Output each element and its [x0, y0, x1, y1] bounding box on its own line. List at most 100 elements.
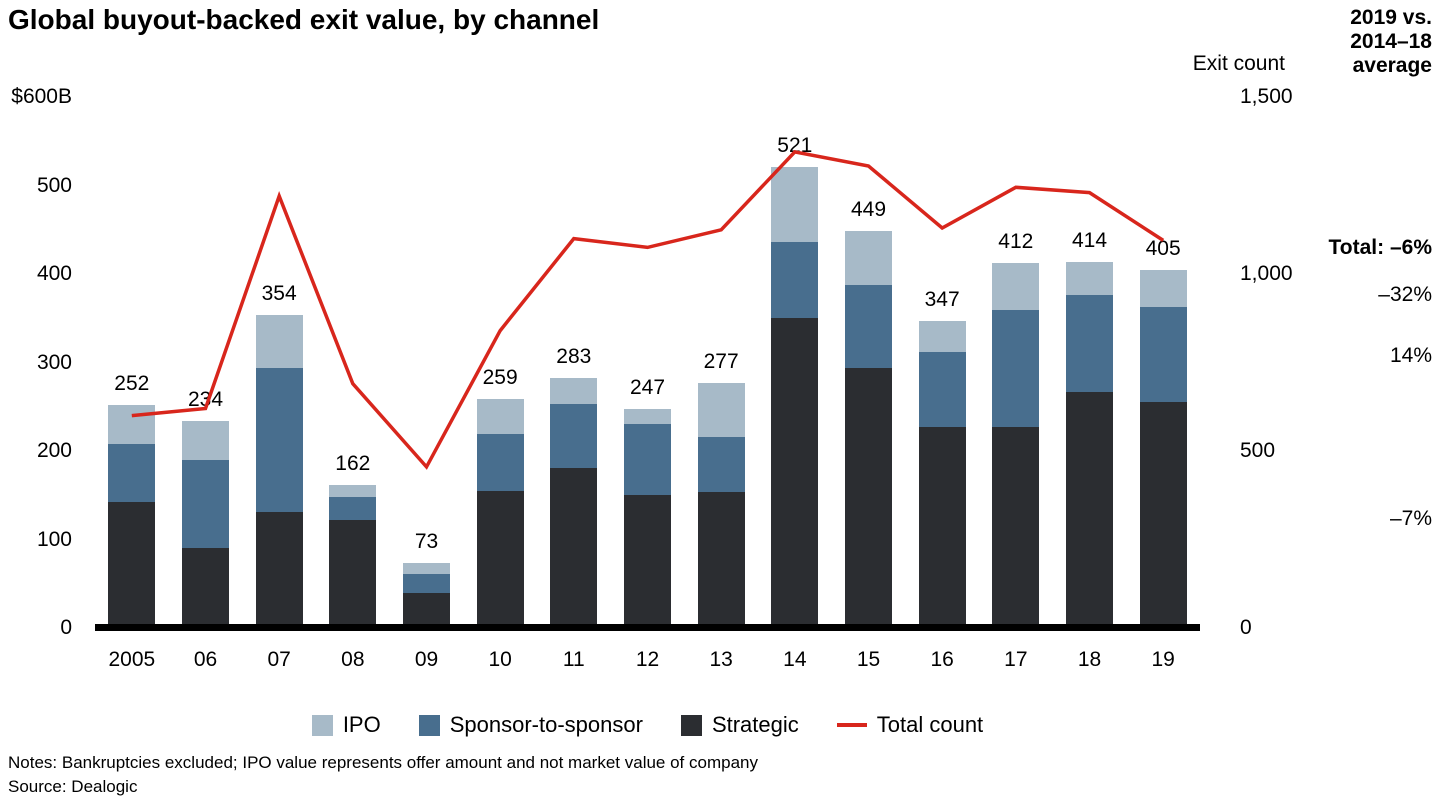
bar-segment-ipo	[1066, 261, 1113, 296]
bar-segment-sponsor-to-sponsor	[771, 242, 819, 319]
legend-color-swatch	[418, 714, 440, 736]
bar-segment-strategic	[918, 427, 966, 628]
x-axis-label: 17	[1004, 648, 1028, 671]
bar-segment-ipo	[992, 263, 1040, 311]
bar-segment-strategic	[697, 491, 745, 628]
x-axis-label: 06	[193, 648, 218, 671]
x-axis-label: 16	[930, 648, 954, 671]
legend-item-ipo: IPO	[311, 712, 381, 738]
bar-total-label: 354	[261, 281, 297, 305]
bar-segment-strategic	[1066, 391, 1113, 628]
bar-segment-sponsor-to-sponsor	[918, 351, 966, 428]
bar-segment-strategic	[476, 490, 524, 628]
bar-segment-ipo	[697, 382, 745, 437]
bar-segment-strategic	[329, 520, 377, 628]
bar-segment-strategic	[550, 467, 598, 628]
right-axis-tick: 500	[1240, 439, 1276, 462]
x-axis-label: 13	[709, 648, 733, 671]
bar-total-label: 234	[187, 387, 224, 411]
x-axis-label: 2005	[108, 648, 156, 671]
left-axis-tick: 300	[36, 350, 72, 374]
annotation-ipo-change: –32%	[1378, 283, 1432, 306]
x-axis-label: 14	[783, 648, 807, 671]
bar-segment-ipo	[182, 420, 229, 460]
x-axis-label: 11	[562, 648, 585, 671]
x-axis-label: 10	[488, 648, 512, 671]
bar-total-label: 252	[114, 371, 150, 395]
legend-label: IPO	[342, 712, 381, 737]
legend: IPO Sponsor-to-sponsor Strategic Total coun…	[95, 712, 1200, 738]
legend-label: Total count	[876, 712, 984, 737]
legend-item-strategic: Strategic	[680, 712, 799, 738]
left-axis-tick: 400	[36, 262, 72, 285]
bar-total-label: 347	[924, 287, 960, 311]
bar-segment-sponsor-to-sponsor	[476, 434, 524, 491]
x-axis-label: 19	[1151, 648, 1175, 671]
bar-total-label: 414	[1071, 228, 1108, 252]
bar-total-label: 405	[1145, 236, 1181, 260]
source: Source: Dealogic	[8, 777, 138, 796]
bar-segment-sponsor-to-sponsor	[1139, 306, 1187, 403]
bar-segment-strategic	[845, 367, 892, 628]
comparison-header-line1: 2019 vs.	[1350, 6, 1432, 29]
bar-total-label: 521	[777, 133, 813, 157]
annotation-total-change: Total: –6%	[1328, 236, 1432, 259]
chart-plot: 252 2005 234 06 354 07 162 08 73 09 259 10 283 11 247 1…	[95, 97, 1200, 671]
bar-segment-ipo	[329, 484, 377, 498]
bar-segment-strategic	[771, 318, 819, 628]
bar-segment-ipo	[624, 409, 671, 424]
bar-segment-sponsor-to-sponsor	[403, 574, 450, 593]
bar-segment-ipo	[1139, 269, 1187, 307]
left-axis-tick: 500	[36, 173, 72, 197]
bar-segment-ipo	[550, 377, 598, 405]
right-axis-tick: 0	[1240, 616, 1252, 639]
bar-total-label: 259	[482, 365, 518, 389]
x-axis-label: 18	[1077, 648, 1102, 671]
bar-total-label: 277	[703, 349, 739, 373]
x-axis-label: 15	[856, 648, 881, 671]
annotation-strategic-change: –7%	[1389, 507, 1432, 530]
bar-segment-strategic	[403, 592, 450, 628]
bar-segment-strategic	[182, 548, 229, 628]
legend-label: Strategic	[711, 712, 799, 737]
bar-segment-strategic	[1139, 402, 1187, 628]
notes: Notes: Bankruptcies excluded; IPO value …	[8, 753, 758, 772]
legend-line-swatch	[836, 723, 867, 727]
comparison-header-line3: average	[1352, 53, 1432, 77]
bar-segment-ipo	[845, 230, 892, 285]
left-axis-tick: $600B	[11, 85, 72, 108]
x-axis-baseline	[95, 624, 1200, 631]
bar-total-label: 449	[850, 197, 887, 221]
bar-segment-ipo	[108, 404, 156, 444]
total-count-line	[131, 150, 1165, 470]
bar-segment-sponsor-to-sponsor	[108, 443, 156, 503]
bar-segment-ipo	[255, 314, 303, 368]
right-axis-title: Exit count	[1192, 52, 1285, 75]
bar-total-label: 247	[629, 376, 666, 400]
bar-segment-ipo	[771, 166, 819, 243]
bar-total-label: 412	[998, 230, 1034, 254]
bar-total-label: 283	[556, 344, 592, 368]
bar-segment-sponsor-to-sponsor	[697, 436, 745, 492]
left-axis-tick: 0	[60, 616, 72, 639]
bar-segment-sponsor-to-sponsor	[550, 404, 598, 468]
legend-item-total-count: Total count	[836, 712, 984, 738]
bar-segment-sponsor-to-sponsor	[255, 367, 303, 513]
x-axis-label: 09	[414, 648, 439, 671]
right-axis-tick: 1,000	[1240, 262, 1293, 285]
bar-segment-ipo	[918, 320, 966, 352]
bar-segment-strategic	[992, 427, 1040, 628]
x-axis-label: 08	[341, 648, 365, 671]
bar-segment-strategic	[108, 502, 156, 628]
bar-segment-sponsor-to-sponsor	[1066, 295, 1113, 392]
comparison-header: 2019 vs. 2014–18 average	[1350, 6, 1432, 78]
bar-segment-sponsor-to-sponsor	[624, 423, 671, 496]
bar-total-label: 73	[414, 530, 439, 554]
bar-segment-sponsor-to-sponsor	[329, 497, 377, 521]
bar-segment-sponsor-to-sponsor	[845, 284, 892, 368]
x-axis-label: 12	[635, 648, 660, 671]
annotation-sponsor-change: 14%	[1389, 344, 1432, 367]
bar-segment-ipo	[403, 563, 450, 575]
legend-label: Sponsor-to-sponsor	[449, 712, 643, 737]
